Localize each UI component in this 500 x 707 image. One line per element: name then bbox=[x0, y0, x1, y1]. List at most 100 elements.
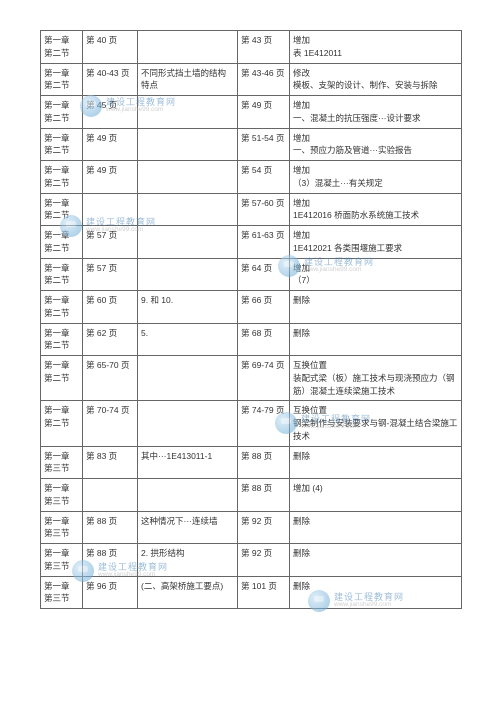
cell-page2: 第 88 页 bbox=[238, 446, 290, 479]
cell-note2: 增加 （7） bbox=[290, 258, 462, 291]
cell-page1: 第 70-74 页 bbox=[83, 401, 138, 446]
cell-note1 bbox=[138, 479, 238, 512]
cell-page1: 第 88 页 bbox=[83, 544, 138, 577]
cell-note1 bbox=[138, 401, 238, 446]
cell-chapter: 第一章 第二节 bbox=[41, 161, 83, 194]
comparison-table: 第一章 第二节第 40 页第 43 页增加 表 1E412011第一章 第二节第… bbox=[40, 30, 462, 609]
table-row: 第一章 第三节第 88 页这种情况下···连续墙第 92 页删除 bbox=[41, 511, 462, 544]
cell-note1 bbox=[138, 96, 238, 129]
cell-note1: 9. 和 10. bbox=[138, 291, 238, 324]
cell-chapter: 第一章 第二节 bbox=[41, 323, 83, 356]
cell-note2: 增加 1E412016 桥面防水系统施工技术 bbox=[290, 193, 462, 226]
cell-note2: 互换位置 钢梁制作与安装要求与钢-混凝土结合梁施工技术 bbox=[290, 401, 462, 446]
table-row: 第一章 第二节 第 57-60 页增加 1E412016 桥面防水系统施工技术 bbox=[41, 193, 462, 226]
cell-note1 bbox=[138, 356, 238, 401]
cell-note2: 互换位置 装配式梁（板）施工技术与现浇预应力（钢筋）混凝土连续梁施工技术 bbox=[290, 356, 462, 401]
table-row: 第一章 第二节第 57 页 第 64 页增加 （7） bbox=[41, 258, 462, 291]
table-row: 第一章 第二节第 70-74 页 第 74-79 页互换位置 钢梁制作与安装要求与… bbox=[41, 401, 462, 446]
cell-note1: 不同形式挡土墙的结构特点 bbox=[138, 63, 238, 96]
cell-page2: 第 43 页 bbox=[238, 31, 290, 64]
cell-page2: 第 49 页 bbox=[238, 96, 290, 129]
cell-page1: 第 57 页 bbox=[83, 258, 138, 291]
cell-chapter: 第一章 第二节 bbox=[41, 63, 83, 96]
cell-note2: 删除 bbox=[290, 544, 462, 577]
cell-page1: 第 40 页 bbox=[83, 31, 138, 64]
cell-page1: 第 83 页 bbox=[83, 446, 138, 479]
cell-page2: 第 101 页 bbox=[238, 576, 290, 609]
cell-page1: 第 45 页 bbox=[83, 96, 138, 129]
cell-note1 bbox=[138, 161, 238, 194]
cell-page2: 第 54 页 bbox=[238, 161, 290, 194]
table-row: 第一章 第三节 第 88 页增加 (4) bbox=[41, 479, 462, 512]
cell-chapter: 第一章 第二节 bbox=[41, 258, 83, 291]
cell-note1 bbox=[138, 258, 238, 291]
cell-note1: 这种情况下···连续墙 bbox=[138, 511, 238, 544]
table-row: 第一章 第二节第 40-43 页不同形式挡土墙的结构特点第 43-46 页修改 … bbox=[41, 63, 462, 96]
cell-note2: 删除 bbox=[290, 576, 462, 609]
cell-chapter: 第一章 第三节 bbox=[41, 479, 83, 512]
cell-note2: 增加 1E412021 各类围堰施工要求 bbox=[290, 226, 462, 259]
cell-page1: 第 57 页 bbox=[83, 226, 138, 259]
cell-note2: 删除 bbox=[290, 291, 462, 324]
cell-note1 bbox=[138, 128, 238, 161]
cell-note1 bbox=[138, 31, 238, 64]
cell-page1: 第 88 页 bbox=[83, 511, 138, 544]
table-row: 第一章 第三节第 96 页(二、高架桥施工要点)第 101 页删除 bbox=[41, 576, 462, 609]
cell-note1 bbox=[138, 226, 238, 259]
cell-note1: (二、高架桥施工要点) bbox=[138, 576, 238, 609]
cell-page2: 第 74-79 页 bbox=[238, 401, 290, 446]
cell-chapter: 第一章 第三节 bbox=[41, 446, 83, 479]
table-row: 第一章 第三节第 88 页2. 拱形结构第 92 页删除 bbox=[41, 544, 462, 577]
cell-page1: 第 60 页 bbox=[83, 291, 138, 324]
table-row: 第一章 第二节第 49 页 第 54 页增加 （3）混凝土···有关规定 bbox=[41, 161, 462, 194]
cell-note1 bbox=[138, 193, 238, 226]
cell-chapter: 第一章 第三节 bbox=[41, 544, 83, 577]
cell-note2: 增加 一、预应力筋及管道···实验报告 bbox=[290, 128, 462, 161]
table-row: 第一章 第二节第 40 页 第 43 页增加 表 1E412011 bbox=[41, 31, 462, 64]
cell-page2: 第 92 页 bbox=[238, 511, 290, 544]
table-row: 第一章 第三节第 83 页其中···1E413011-1第 88 页删除 bbox=[41, 446, 462, 479]
cell-chapter: 第一章 第二节 bbox=[41, 193, 83, 226]
cell-note1: 2. 拱形结构 bbox=[138, 544, 238, 577]
cell-page2: 第 61-63 页 bbox=[238, 226, 290, 259]
cell-page1: 第 96 页 bbox=[83, 576, 138, 609]
cell-note2: 增加 （3）混凝土···有关规定 bbox=[290, 161, 462, 194]
cell-chapter: 第一章 第二节 bbox=[41, 226, 83, 259]
cell-chapter: 第一章 第二节 bbox=[41, 128, 83, 161]
cell-chapter: 第一章 第二节 bbox=[41, 356, 83, 401]
cell-chapter: 第一章 第二节 bbox=[41, 291, 83, 324]
cell-note2: 增加 一、混凝土的抗压强度···设计要求 bbox=[290, 96, 462, 129]
cell-page2: 第 64 页 bbox=[238, 258, 290, 291]
cell-note2: 增加 表 1E412011 bbox=[290, 31, 462, 64]
table-row: 第一章 第二节第 62 页5.第 68 页删除 bbox=[41, 323, 462, 356]
cell-note1: 5. bbox=[138, 323, 238, 356]
cell-page2: 第 43-46 页 bbox=[238, 63, 290, 96]
table-row: 第一章 第二节第 60 页9. 和 10.第 66 页删除 bbox=[41, 291, 462, 324]
cell-chapter: 第一章 第二节 bbox=[41, 96, 83, 129]
cell-page1: 第 49 页 bbox=[83, 128, 138, 161]
cell-page1: 第 62 页 bbox=[83, 323, 138, 356]
cell-page2: 第 68 页 bbox=[238, 323, 290, 356]
cell-note2: 修改 模板、支架的设计、制作、安装与拆除 bbox=[290, 63, 462, 96]
cell-page2: 第 57-60 页 bbox=[238, 193, 290, 226]
cell-page2: 第 51-54 页 bbox=[238, 128, 290, 161]
cell-note2: 增加 (4) bbox=[290, 479, 462, 512]
cell-note2: 删除 bbox=[290, 511, 462, 544]
cell-chapter: 第一章 第三节 bbox=[41, 576, 83, 609]
cell-page2: 第 92 页 bbox=[238, 544, 290, 577]
table-row: 第一章 第二节第 65-70 页 第 69-74 页互换位置 装配式梁（板）施工技… bbox=[41, 356, 462, 401]
table-row: 第一章 第二节第 49 页 第 51-54 页增加 一、预应力筋及管道···实验报… bbox=[41, 128, 462, 161]
cell-note2: 删除 bbox=[290, 323, 462, 356]
cell-page2: 第 88 页 bbox=[238, 479, 290, 512]
cell-page1 bbox=[83, 193, 138, 226]
cell-page1: 第 65-70 页 bbox=[83, 356, 138, 401]
cell-chapter: 第一章 第二节 bbox=[41, 31, 83, 64]
cell-page1: 第 49 页 bbox=[83, 161, 138, 194]
cell-page1: 第 40-43 页 bbox=[83, 63, 138, 96]
cell-note2: 删除 bbox=[290, 446, 462, 479]
cell-chapter: 第一章 第三节 bbox=[41, 511, 83, 544]
cell-note1: 其中···1E413011-1 bbox=[138, 446, 238, 479]
table-row: 第一章 第二节第 45 页 第 49 页增加 一、混凝土的抗压强度···设计要求 bbox=[41, 96, 462, 129]
cell-chapter: 第一章 第二节 bbox=[41, 401, 83, 446]
cell-page2: 第 69-74 页 bbox=[238, 356, 290, 401]
